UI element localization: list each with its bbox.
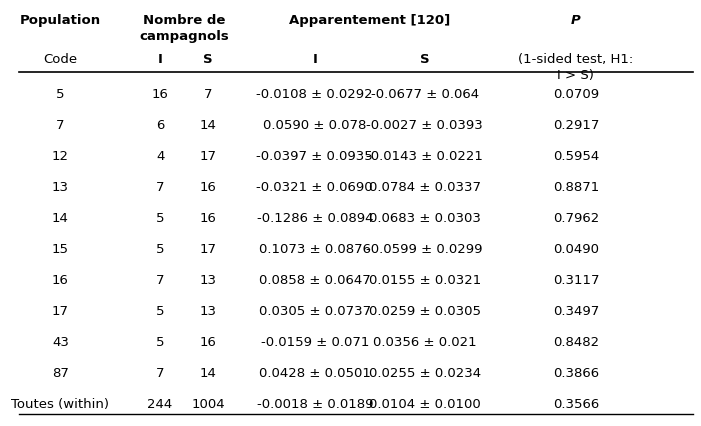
Text: 0.8482: 0.8482 — [553, 335, 599, 348]
Text: 12: 12 — [52, 150, 69, 162]
Text: 5: 5 — [156, 304, 164, 317]
Text: 0.0155 ± 0.0321: 0.0155 ± 0.0321 — [369, 273, 481, 286]
Text: 14: 14 — [200, 118, 217, 132]
Text: 0.0683 ± 0.0303: 0.0683 ± 0.0303 — [369, 211, 481, 224]
Text: -0.0677 ± 0.064: -0.0677 ± 0.064 — [371, 88, 479, 101]
Text: 16: 16 — [151, 88, 168, 101]
Text: 5: 5 — [56, 88, 64, 101]
Text: 0.0428 ± 0.0501: 0.0428 ± 0.0501 — [259, 366, 371, 379]
Text: 7: 7 — [204, 88, 212, 101]
Text: P: P — [571, 14, 581, 27]
Text: 15: 15 — [52, 242, 69, 255]
Text: 0.0259 ± 0.0305: 0.0259 ± 0.0305 — [369, 304, 481, 317]
Text: 0.0104 ± 0.0100: 0.0104 ± 0.0100 — [369, 397, 481, 409]
Text: 0.3117: 0.3117 — [552, 273, 599, 286]
Text: 1004: 1004 — [191, 397, 225, 409]
Text: (1-sided test, H1:
I > S): (1-sided test, H1: I > S) — [518, 53, 634, 82]
Text: 16: 16 — [200, 211, 217, 224]
Text: 17: 17 — [52, 304, 69, 317]
Text: 0.0255 ± 0.0234: 0.0255 ± 0.0234 — [369, 366, 481, 379]
Text: 0.8871: 0.8871 — [553, 180, 599, 193]
Text: S: S — [203, 53, 213, 66]
Text: I: I — [158, 53, 163, 66]
Text: 0.0490: 0.0490 — [553, 242, 599, 255]
Text: Toutes (within): Toutes (within) — [11, 397, 109, 409]
Text: -0.0599 ± 0.0299: -0.0599 ± 0.0299 — [367, 242, 483, 255]
Text: 0.0858 ± 0.0647: 0.0858 ± 0.0647 — [259, 273, 371, 286]
Text: 14: 14 — [200, 366, 217, 379]
Text: -0.0108 ± 0.0292: -0.0108 ± 0.0292 — [257, 88, 373, 101]
Text: 244: 244 — [147, 397, 172, 409]
Text: 0.7962: 0.7962 — [553, 211, 599, 224]
Text: 0.3497: 0.3497 — [553, 304, 599, 317]
Text: 5: 5 — [156, 242, 164, 255]
Text: -0.0321 ± 0.0690: -0.0321 ± 0.0690 — [257, 180, 373, 193]
Text: 7: 7 — [156, 273, 164, 286]
Text: -0.0397 ± 0.0935: -0.0397 ± 0.0935 — [257, 150, 373, 162]
Text: -0.0018 ± 0.0189: -0.0018 ± 0.0189 — [257, 397, 373, 409]
Text: 17: 17 — [200, 242, 217, 255]
Text: 0.0709: 0.0709 — [553, 88, 599, 101]
Text: 0.5954: 0.5954 — [553, 150, 599, 162]
Text: 7: 7 — [156, 366, 164, 379]
Text: 0.2917: 0.2917 — [552, 118, 599, 132]
Text: 13: 13 — [200, 304, 217, 317]
Text: 16: 16 — [52, 273, 69, 286]
Text: 13: 13 — [200, 273, 217, 286]
Text: 0.0356 ± 0.021: 0.0356 ± 0.021 — [373, 335, 477, 348]
Text: 6: 6 — [156, 118, 164, 132]
Text: 43: 43 — [52, 335, 69, 348]
Text: -0.0159 ± 0.071: -0.0159 ± 0.071 — [261, 335, 369, 348]
Text: 17: 17 — [200, 150, 217, 162]
Text: 7: 7 — [156, 180, 164, 193]
Text: -0.1286 ± 0.0894: -0.1286 ± 0.0894 — [257, 211, 373, 224]
Text: 0.0590 ± 0.078: 0.0590 ± 0.078 — [263, 118, 367, 132]
Text: 87: 87 — [52, 366, 69, 379]
Text: Nombre de
campagnols: Nombre de campagnols — [139, 14, 229, 43]
Text: 5: 5 — [156, 211, 164, 224]
Text: 0.3866: 0.3866 — [553, 366, 599, 379]
Text: 16: 16 — [200, 335, 217, 348]
Text: 0.1073 ± 0.0876: 0.1073 ± 0.0876 — [259, 242, 371, 255]
Text: Code: Code — [43, 53, 78, 66]
Text: -0.0027 ± 0.0393: -0.0027 ± 0.0393 — [367, 118, 483, 132]
Text: Apparentement [120]: Apparentement [120] — [289, 14, 450, 27]
Text: S: S — [420, 53, 430, 66]
Text: 0.3566: 0.3566 — [553, 397, 599, 409]
Text: 0.0305 ± 0.0737: 0.0305 ± 0.0737 — [259, 304, 371, 317]
Text: I: I — [313, 53, 317, 66]
Text: 13: 13 — [52, 180, 69, 193]
Text: 16: 16 — [200, 180, 217, 193]
Text: -0.0143 ± 0.0221: -0.0143 ± 0.0221 — [367, 150, 483, 162]
Text: 0.0784 ± 0.0337: 0.0784 ± 0.0337 — [369, 180, 481, 193]
Text: Population: Population — [20, 14, 101, 27]
Text: 4: 4 — [156, 150, 164, 162]
Text: 7: 7 — [56, 118, 64, 132]
Text: 5: 5 — [156, 335, 164, 348]
Text: 14: 14 — [52, 211, 69, 224]
